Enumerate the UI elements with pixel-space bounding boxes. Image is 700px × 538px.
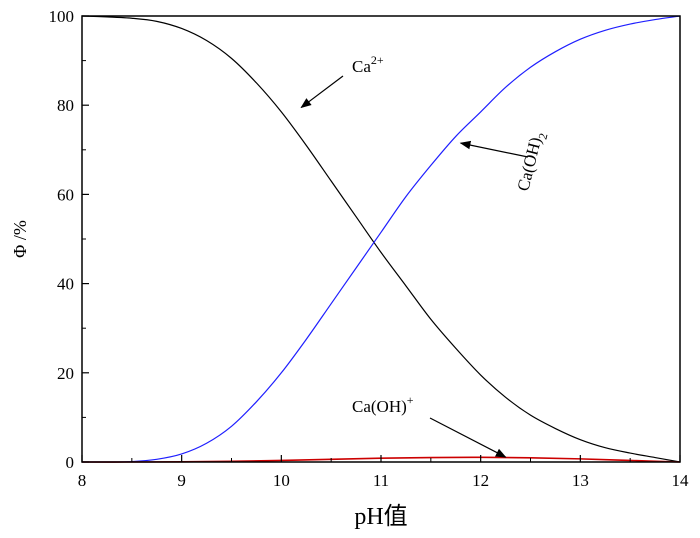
x-tick-label: 12 xyxy=(472,471,489,490)
plot-frame xyxy=(81,15,681,463)
x-axis-label: pH值 xyxy=(354,503,407,530)
annotation-arrow xyxy=(459,140,529,158)
series-line-ca2 xyxy=(81,15,681,463)
annotation-arrow xyxy=(300,75,344,109)
annotations-layer: Ca2+Ca(OH)2Ca(OH)+ xyxy=(300,53,550,458)
annotation-base: Ca(OH) xyxy=(513,135,545,193)
y-tick-label: 0 xyxy=(66,453,75,472)
x-tick-label: 13 xyxy=(572,471,589,490)
x-tick-label: 10 xyxy=(273,471,290,490)
annotation-subscript: 2 xyxy=(535,132,550,141)
y-axis-label: Φ /% xyxy=(10,220,30,258)
x-tick-label: 9 xyxy=(177,471,186,490)
annotation-superscript: 2+ xyxy=(371,53,384,67)
annotation-base: Ca(OH) xyxy=(352,397,407,416)
y-tick-label: 60 xyxy=(57,185,74,204)
y-tick-label: 40 xyxy=(57,275,74,294)
y-tick-label: 20 xyxy=(57,364,74,383)
x-tick-label: 14 xyxy=(672,471,690,490)
annotation-label: Ca(OH)+ xyxy=(352,393,414,416)
y-tick-label: 100 xyxy=(49,7,75,26)
x-tick-label: 11 xyxy=(373,471,389,490)
annotation-superscript: + xyxy=(407,393,414,407)
annotation-base: Ca xyxy=(352,57,371,76)
ticks-layer: 8 9 10 11 12 13 14 0 20 40 60 80 100 xyxy=(49,7,690,490)
series-layer xyxy=(81,15,681,463)
series-line-ca-oh-2 xyxy=(81,15,681,463)
x-tick-label: 8 xyxy=(78,471,87,490)
annotation-label: Ca(OH)2 xyxy=(513,129,550,194)
y-tick-label: 80 xyxy=(57,96,74,115)
annotation-label: Ca2+ xyxy=(352,53,384,76)
annotation-arrow xyxy=(429,417,507,458)
